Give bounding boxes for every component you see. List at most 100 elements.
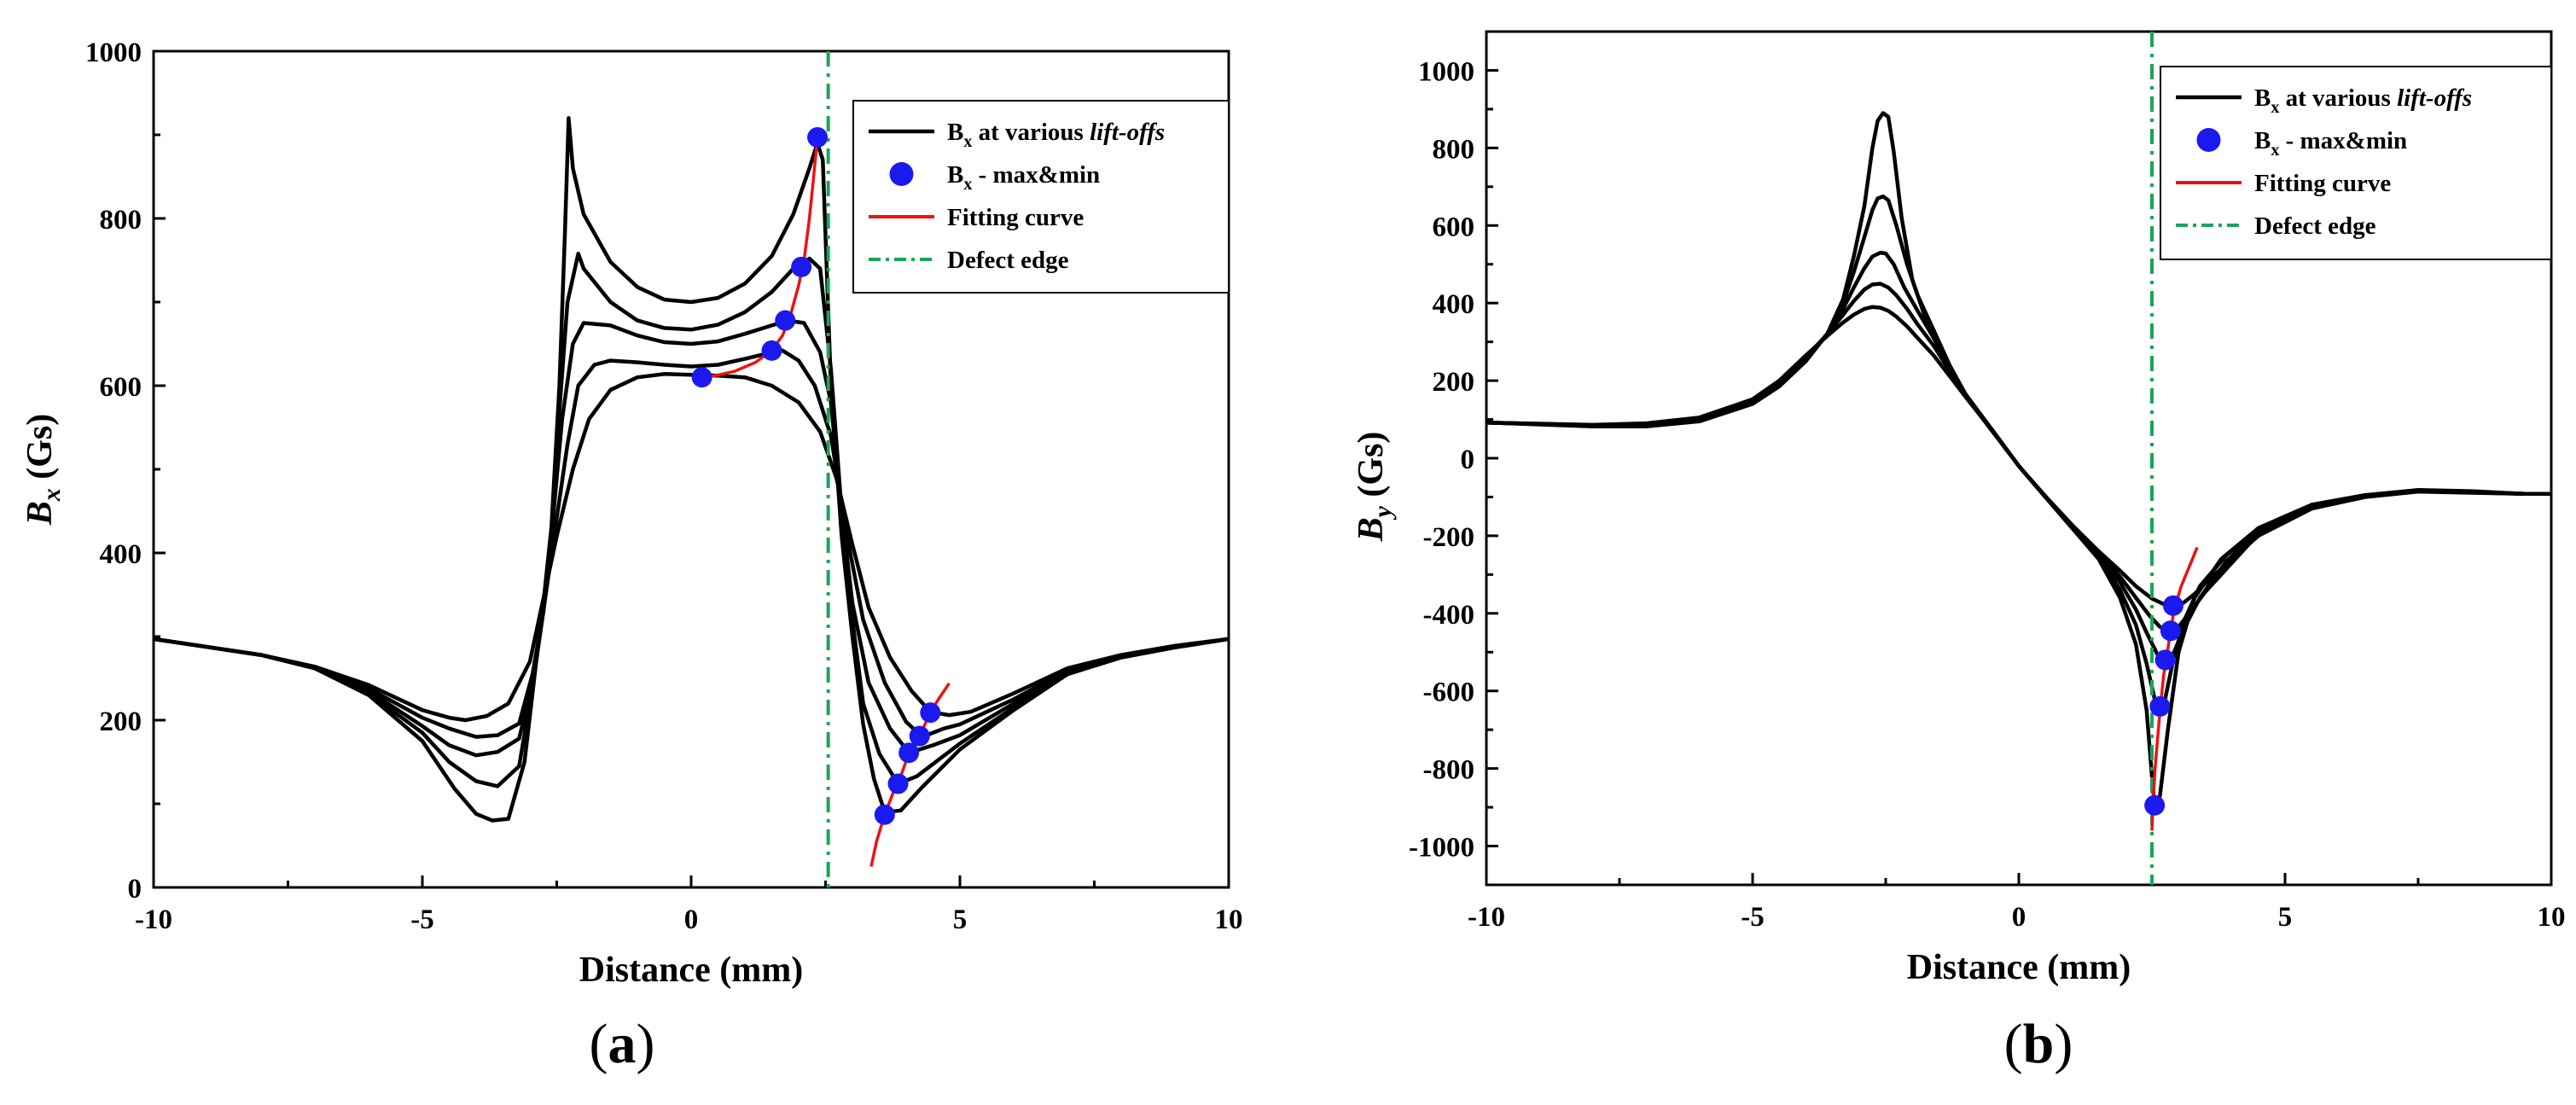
panel-a-data-area: [154, 51, 1229, 887]
panel-b-y-title-symbol: B: [1352, 517, 1391, 542]
panel-b-y-axis-title: By (Gs): [1352, 432, 1397, 543]
panel-b-max-min-marker: [2162, 595, 2183, 616]
panel-b-max-min-marker: [2144, 794, 2166, 816]
panel-a-max-min-marker: [761, 340, 782, 361]
chart-panel-a: -10 -5 0 5 10 0 200 400 600 800 1000 Distance (mm) B…: [20, 38, 1243, 1075]
panel-a-legend-subscript: x: [963, 132, 972, 151]
panel-b-panel-letter: b: [2023, 1013, 2055, 1075]
panel-b-max-min-marker: [2160, 620, 2181, 642]
panel-a-legend-italic-text: lift-offs: [1090, 119, 1165, 146]
panel-b-legend-text: B: [2254, 84, 2271, 112]
panel-a-max-min-marker: [874, 804, 895, 825]
panel-a-panel-letter: a: [608, 1013, 637, 1075]
panel-a-series-line-3: [154, 318, 1229, 758]
panel-b-panel-paren-open: (: [2004, 1013, 2023, 1075]
panel-b-x-axis-title: Distance (mm): [1907, 948, 2131, 987]
panel-a-legend-text: Defect edge: [947, 247, 1069, 274]
panel-a-panel-paren-close: ): [637, 1013, 655, 1075]
panel-a-y-tick-label: 200: [100, 707, 142, 737]
panel-b-legend-subscript: x: [2271, 141, 2279, 160]
panel-a-legend-text: Fitting curve: [947, 204, 1084, 231]
panel-a-legend-text: - max&min: [972, 161, 1100, 189]
panel-b-y-tick-label: -800: [1423, 755, 1475, 786]
panel-a-y-title-subscript: x: [38, 488, 66, 502]
panel-a-x-tick-label: 10: [1215, 904, 1243, 935]
panel-b-y-title-subscript: y: [1369, 505, 1397, 520]
chart-panel-b: -10 -5 0 5 10 -1000 -800 -600 -400 -200 0 200 400 600…: [1352, 30, 2566, 1075]
panel-b-max-min-marker: [2149, 695, 2171, 717]
panel-b-y-tick-label: -600: [1423, 678, 1475, 708]
panel-b-legend-text: Defect edge: [2254, 212, 2376, 240]
panel-b-x-tick-label: 5: [2278, 902, 2293, 933]
panel-b-x-tick-label: -10: [1468, 902, 1505, 933]
panel-a-y-tick-label: 800: [100, 205, 142, 236]
panel-b-legend-label-2: Bx - max&min: [2254, 127, 2407, 160]
panel-a-y-tick-label: 0: [128, 874, 142, 904]
panel-a-legend-label-1: Bx at various lift-offs: [947, 119, 1165, 151]
panel-a-y-axis-title: Bx (Gs): [20, 414, 66, 526]
panel-b-series-line-3: [1486, 250, 2551, 662]
panel-a-panel-label: (a): [590, 1013, 655, 1075]
panel-a-max-min-marker: [887, 773, 909, 794]
panel-b-y-tick-label: 0: [1461, 445, 1475, 475]
panel-a-y-tick-label: 400: [100, 539, 142, 570]
panel-b-legend-text: Fitting curve: [2254, 170, 2391, 197]
panel-b-legend-text: B: [2254, 127, 2271, 154]
panel-a-max-min-marker: [807, 126, 829, 148]
panel-b-series-line-2: [1486, 194, 2551, 709]
panel-b-x-tick-label: -5: [1741, 902, 1765, 933]
panel-a-legend-label-3: Fitting curve: [947, 204, 1084, 231]
panel-a-legend-subscript: x: [963, 175, 972, 194]
panel-a-x-tick-label: -10: [135, 904, 172, 935]
panel-a-x-axis-title: Distance (mm): [579, 951, 803, 990]
panel-b-y-tick-label: 400: [1433, 289, 1475, 320]
panel-b-y-tick-label: -200: [1423, 522, 1475, 553]
panel-b-y-title-unit: (Gs): [1352, 432, 1391, 507]
panel-b-legend-label-1: Bx at various lift-offs: [2254, 84, 2472, 117]
panel-b-y-tick-label: -1000: [1409, 833, 1474, 864]
panel-a-legend-text: B: [947, 119, 963, 146]
panel-a-series-line-1: [154, 116, 1229, 823]
panel-b-legend-label-3: Fitting curve: [2254, 170, 2391, 197]
panel-b-series-line-5: [1486, 305, 2551, 608]
panel-b-panel-label: (b): [2004, 1013, 2073, 1075]
panel-b-legend-text: - max&min: [2279, 127, 2407, 154]
panel-a-max-min-marker: [898, 742, 920, 764]
panel-a-series-line-5: [154, 372, 1229, 723]
panel-a-series-line-2: [154, 251, 1229, 788]
panel-a-x-tick-label: 5: [953, 904, 968, 935]
panel-b-y-tick-label: -400: [1423, 600, 1475, 631]
panel-a-legend-text: B: [947, 161, 963, 189]
panel-a-y-tick-label: 600: [100, 372, 142, 403]
panel-b-legend-italic-text: lift-offs: [2397, 84, 2472, 112]
panel-b-y-tick-label: 200: [1433, 367, 1475, 398]
panel-a-max-min-marker: [775, 310, 796, 331]
panel-b-legend-subscript: x: [2271, 98, 2279, 117]
panel-b-legend-swatch-marker: [2196, 128, 2221, 152]
panel-a-max-min-marker: [920, 702, 941, 724]
panel-a-legend-label-4: Defect edge: [947, 247, 1069, 274]
panel-b-panel-paren-close: ): [2054, 1013, 2073, 1075]
panel-a-max-min-marker: [691, 367, 712, 388]
panel-a-series-line-4: [154, 348, 1229, 739]
panel-a-legend-text: at various: [972, 119, 1090, 146]
panel-a-panel-paren-open: (: [590, 1013, 608, 1075]
panel-b-series-line-4: [1486, 282, 2551, 633]
panel-b-y-tick-label: 600: [1433, 212, 1475, 242]
panel-b-data-area: [1486, 32, 2551, 885]
panel-a-legend-swatch-marker: [889, 162, 914, 186]
panel-a-y-title-symbol: B: [20, 501, 60, 526]
panel-a-max-min-marker: [791, 256, 812, 277]
panel-b-legend-label-4: Defect edge: [2254, 212, 2376, 240]
panel-a-max-min-marker: [909, 725, 930, 747]
panel-b-x-tick-label: 0: [2012, 902, 2026, 933]
panel-b-y-tick-label: 800: [1433, 134, 1475, 165]
panel-a-x-tick-label: -5: [410, 904, 434, 935]
panel-a-x-tick-label: 0: [684, 904, 699, 935]
panel-a-y-title-unit: (Gs): [20, 414, 60, 489]
panel-a-y-tick-label: 1000: [85, 38, 142, 68]
panel-b-x-tick-label: 10: [2538, 902, 2566, 933]
